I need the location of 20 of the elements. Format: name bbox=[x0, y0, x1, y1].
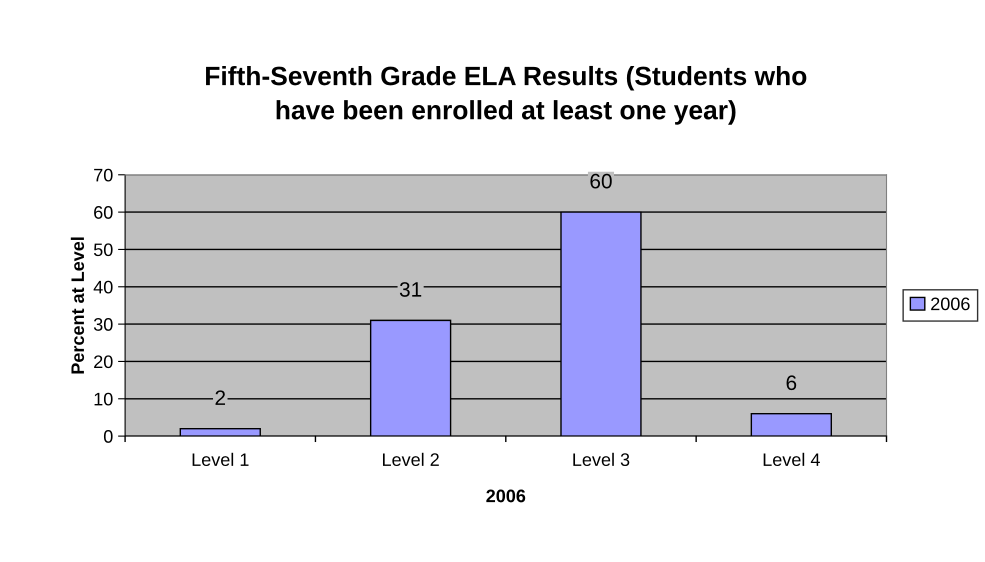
y-tick-label: 70 bbox=[94, 168, 113, 182]
x-axis-title: 2006 bbox=[486, 490, 526, 502]
x-tick-label: Level 3 bbox=[573, 452, 630, 466]
y-tick-label: 0 bbox=[104, 430, 113, 443]
data-label: 60 bbox=[590, 174, 612, 189]
data-label: 31 bbox=[400, 282, 422, 297]
y-tick-label: 10 bbox=[94, 392, 113, 406]
y-axis-title: Percent at Level bbox=[70, 237, 84, 374]
y-tick-label: 50 bbox=[94, 243, 113, 256]
legend-label: 2006 bbox=[931, 298, 970, 310]
x-tick-label: Level 1 bbox=[192, 452, 249, 466]
y-tick-label: 60 bbox=[94, 206, 113, 219]
y-tick-label: 40 bbox=[94, 280, 113, 294]
x-tick-label: Level 2 bbox=[382, 452, 439, 466]
data-label: 2 bbox=[216, 390, 226, 405]
y-tick-label: 20 bbox=[94, 355, 113, 368]
y-tick-label: 30 bbox=[94, 318, 113, 331]
chart-title: Fifth-Seventh Grade ELA Results (Students who have been enrolled at least one year) bbox=[206, 66, 806, 125]
x-tick-label: Level 4 bbox=[764, 452, 820, 466]
data-label: 6 bbox=[786, 375, 796, 390]
